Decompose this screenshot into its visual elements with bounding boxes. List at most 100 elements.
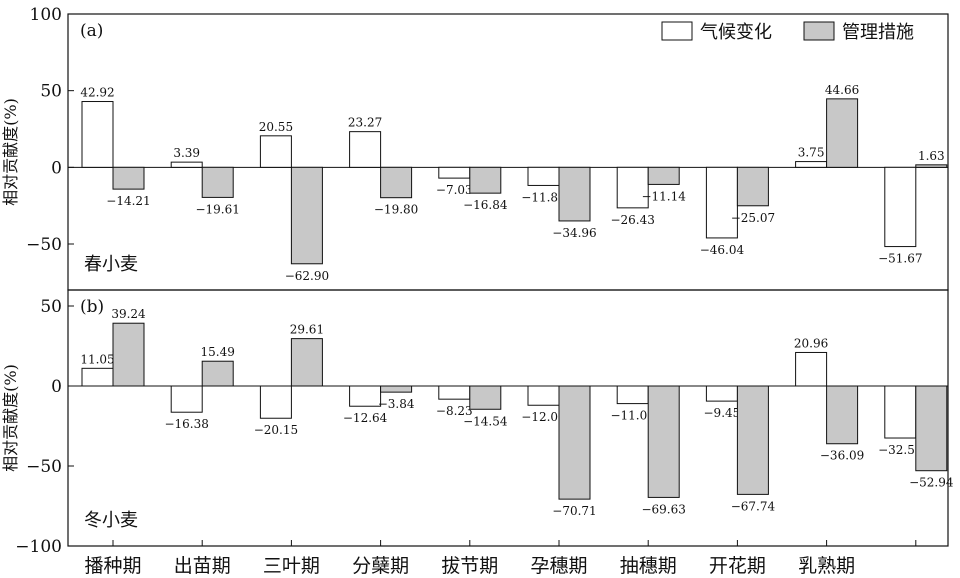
legend-label-climate: 气候变化 — [700, 22, 772, 43]
bar-management — [915, 164, 948, 168]
y-tick-label: 100 — [30, 5, 62, 25]
data-label: −19.61 — [195, 202, 239, 216]
bar-climate — [438, 385, 471, 400]
data-label: −11.14 — [641, 189, 686, 203]
data-label: 44.66 — [825, 83, 859, 97]
bar-climate — [349, 131, 382, 168]
data-label: −67.74 — [731, 499, 776, 513]
y-axis-label: 相对贡献度(%) — [1, 98, 20, 206]
bar-management — [469, 385, 502, 410]
x-tick-label: 三叶期 — [263, 555, 320, 577]
data-label: −9.45 — [704, 406, 741, 420]
bar-climate — [170, 385, 203, 413]
data-label: −8.23 — [436, 404, 473, 418]
bar-climate — [438, 166, 471, 179]
data-label: −20.15 — [254, 423, 298, 437]
x-tick-label: 开花期 — [709, 555, 766, 577]
bar-management — [826, 385, 859, 445]
x-tick-label: 拔节期 — [441, 555, 498, 577]
bar-climate — [616, 166, 649, 209]
bar-management — [915, 385, 948, 472]
x-tick-label: 抽穗期 — [620, 555, 677, 577]
bar-climate — [81, 101, 114, 168]
bar-climate — [884, 166, 917, 248]
bar-climate — [527, 166, 560, 186]
panel-title: 冬小麦 — [84, 510, 138, 531]
bar-management — [290, 338, 323, 387]
bar-management — [201, 360, 234, 387]
legend-swatch-climate — [661, 21, 693, 41]
y-tick-label: −50 — [26, 457, 62, 477]
bar-management — [112, 322, 145, 387]
bar-management — [380, 166, 413, 199]
bar-management — [290, 166, 323, 265]
data-label: 20.96 — [794, 336, 828, 350]
data-label: −11.81 — [521, 190, 565, 204]
data-label: −34.96 — [552, 226, 596, 240]
data-label: −51.67 — [878, 252, 922, 266]
x-axis: 播种期 出苗期 三叶期 分蘖期 拔节期 孕穗期 抽穗期 开花期 乳熟期 — [84, 540, 917, 577]
data-label: −52.94 — [909, 476, 954, 490]
panel-title: 春小麦 — [84, 254, 138, 275]
bar-management — [736, 166, 769, 207]
bar-climate — [527, 385, 560, 406]
data-label: 20.55 — [259, 120, 293, 134]
data-label: −25.07 — [731, 211, 775, 225]
data-label: −16.38 — [164, 417, 208, 431]
legend-label-management: 管理措施 — [842, 22, 914, 43]
bar-management — [112, 166, 145, 190]
panel-a: 100 50 0 −50 相对贡献度(%) (a) 春小麦 42.92 −14.21 3.39 −1… — [1, 5, 949, 291]
data-label: 23.27 — [348, 116, 382, 130]
data-label: −7.03 — [436, 183, 473, 197]
data-label: −16.84 — [463, 198, 508, 212]
legend: 气候变化 管理措施 — [661, 21, 914, 43]
bar-management — [647, 385, 680, 498]
data-label: −26.43 — [610, 213, 654, 227]
data-label: 29.61 — [290, 323, 324, 337]
bar-climate — [259, 385, 292, 419]
data-label: −14.54 — [463, 414, 508, 428]
y-axis-label: 相对贡献度(%) — [1, 364, 20, 472]
panel-tag: (a) — [80, 21, 103, 41]
y-tick-label: 0 — [51, 158, 62, 178]
x-tick-label: 出苗期 — [174, 555, 231, 577]
y-tick-label: −50 — [26, 235, 62, 255]
bar-climate — [795, 351, 828, 387]
bar-management — [201, 166, 234, 198]
bar-management — [380, 385, 413, 393]
bar-management — [558, 385, 591, 500]
bar-climate — [616, 385, 649, 405]
x-tick-label: 乳熟期 — [798, 555, 855, 577]
data-label: 3.39 — [173, 146, 200, 160]
x-tick-label: 播种期 — [84, 555, 141, 577]
bar-climate — [349, 385, 382, 407]
bar-climate — [81, 367, 114, 387]
y-tick-label: 50 — [40, 297, 62, 317]
bar-management — [558, 166, 591, 222]
bar-climate — [705, 385, 738, 402]
bar-climate — [795, 161, 828, 168]
bar-management — [736, 385, 769, 495]
data-label: −70.71 — [552, 504, 596, 518]
data-label: −32.51 — [878, 443, 922, 457]
y-tick-label: 0 — [51, 377, 62, 397]
bar-climate — [170, 161, 203, 168]
data-label: 3.75 — [798, 146, 825, 160]
bar-management — [469, 166, 502, 194]
bar-climate — [705, 166, 738, 239]
data-label: 39.24 — [111, 307, 146, 321]
data-label: −62.90 — [285, 269, 329, 283]
plot-frame — [67, 289, 949, 547]
data-label: 11.05 — [80, 352, 114, 366]
data-label: 15.49 — [201, 345, 235, 359]
y-tick-label: 50 — [40, 82, 62, 102]
bar-climate — [259, 135, 292, 168]
data-label: −46.04 — [700, 243, 745, 257]
panel-b: 50 0 −50 −100 相对贡献度(%) (b) 冬小麦 11.05 39.24 −16.38… — [1, 289, 954, 557]
panel-tag: (b) — [80, 297, 104, 317]
data-label: −3.84 — [378, 397, 415, 411]
data-label: −36.09 — [820, 449, 864, 463]
data-label: −69.63 — [641, 502, 685, 516]
data-label: −12.64 — [343, 411, 388, 425]
